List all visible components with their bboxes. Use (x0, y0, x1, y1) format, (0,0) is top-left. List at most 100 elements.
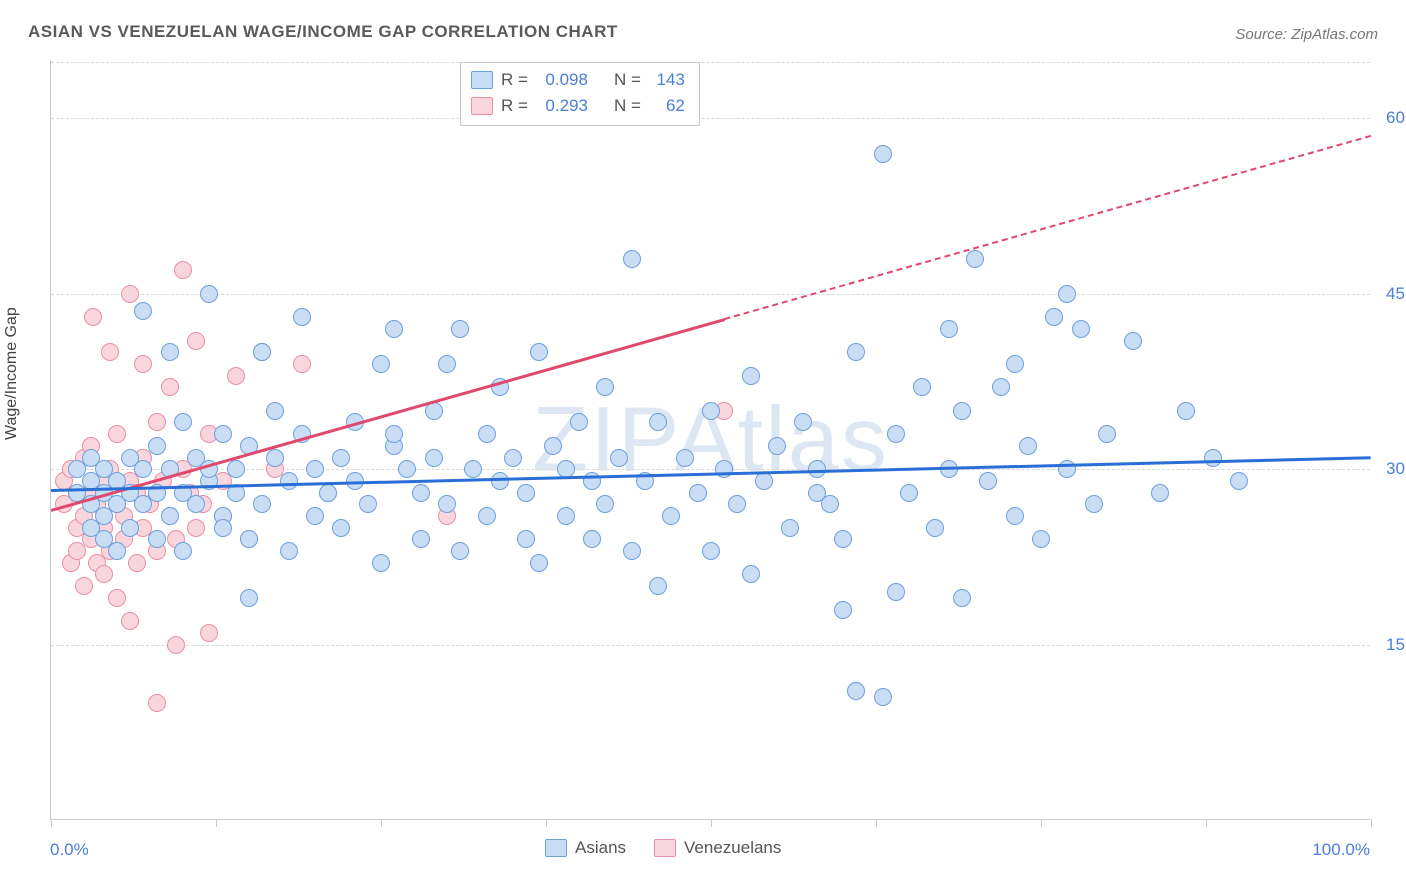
x-tick (876, 819, 877, 827)
scatter-point-asians (1045, 308, 1063, 326)
swatch-asians (545, 839, 567, 857)
scatter-point-asians (966, 250, 984, 268)
scatter-point-asians (1019, 437, 1037, 455)
scatter-point-asians (1006, 507, 1024, 525)
x-tick (546, 819, 547, 827)
scatter-point-venezuelans (84, 308, 102, 326)
scatter-point-asians (200, 285, 218, 303)
scatter-point-asians (992, 378, 1010, 396)
scatter-point-asians (596, 495, 614, 513)
x-tick (51, 819, 52, 827)
scatter-point-asians (280, 472, 298, 490)
scatter-point-asians (148, 437, 166, 455)
scatter-point-asians (1230, 472, 1248, 490)
scatter-point-asians (253, 495, 271, 513)
scatter-point-asians (953, 589, 971, 607)
n-label: N = (614, 96, 641, 116)
scatter-point-asians (926, 519, 944, 537)
legend-label-venezuelans: Venezuelans (684, 838, 781, 858)
scatter-point-asians (557, 507, 575, 525)
scatter-point-asians (1204, 449, 1222, 467)
grid-line (51, 645, 1370, 646)
n-value-venezuelans: 62 (649, 96, 685, 116)
scatter-point-asians (148, 530, 166, 548)
scatter-point-asians (372, 554, 390, 572)
scatter-point-asians (1006, 355, 1024, 373)
trend-line-asians (51, 458, 1371, 491)
chart-title: ASIAN VS VENEZUELAN WAGE/INCOME GAP CORR… (28, 22, 618, 42)
scatter-point-asians (689, 484, 707, 502)
scatter-point-asians (530, 554, 548, 572)
scatter-point-venezuelans (227, 367, 245, 385)
r-label: R = (501, 70, 528, 90)
y-tick-label: 30.0% (1376, 459, 1406, 479)
scatter-point-asians (874, 145, 892, 163)
scatter-point-asians (1177, 402, 1195, 420)
scatter-point-asians (306, 460, 324, 478)
scatter-point-asians (214, 519, 232, 537)
scatter-point-venezuelans (121, 612, 139, 630)
y-tick-label: 15.0% (1376, 635, 1406, 655)
x-tick (1206, 819, 1207, 827)
chart-source: Source: ZipAtlas.com (1235, 26, 1378, 43)
scatter-point-venezuelans (75, 577, 93, 595)
r-value-asians: 0.098 (536, 70, 588, 90)
correlation-legend: R = 0.098 N = 143 R = 0.293 N = 62 (460, 62, 700, 126)
scatter-point-asians (121, 519, 139, 537)
scatter-point-asians (1124, 332, 1142, 350)
legend-label-asians: Asians (575, 838, 626, 858)
r-value-venezuelans: 0.293 (536, 96, 588, 116)
scatter-point-asians (306, 507, 324, 525)
scatter-point-asians (504, 449, 522, 467)
scatter-point-asians (319, 484, 337, 502)
scatter-point-asians (1032, 530, 1050, 548)
scatter-point-asians (451, 542, 469, 560)
scatter-point-asians (161, 343, 179, 361)
scatter-point-asians (834, 601, 852, 619)
n-value-asians: 143 (649, 70, 685, 90)
scatter-point-venezuelans (161, 378, 179, 396)
correlation-row-asians: R = 0.098 N = 143 (471, 67, 685, 93)
scatter-point-asians (755, 472, 773, 490)
scatter-point-asians (293, 308, 311, 326)
scatter-point-asians (451, 320, 469, 338)
scatter-point-venezuelans (187, 332, 205, 350)
scatter-point-asians (187, 495, 205, 513)
scatter-point-asians (438, 495, 456, 513)
scatter-point-asians (174, 413, 192, 431)
scatter-point-asians (398, 460, 416, 478)
scatter-point-venezuelans (121, 285, 139, 303)
scatter-point-asians (1058, 285, 1076, 303)
scatter-point-asians (610, 449, 628, 467)
scatter-point-venezuelans (187, 519, 205, 537)
scatter-point-asians (794, 413, 812, 431)
grid-line (51, 62, 1370, 63)
scatter-point-asians (887, 425, 905, 443)
scatter-point-asians (478, 507, 496, 525)
scatter-point-asians (266, 402, 284, 420)
correlation-row-venezuelans: R = 0.293 N = 62 (471, 93, 685, 119)
scatter-point-venezuelans (108, 425, 126, 443)
x-tick (1371, 819, 1372, 827)
scatter-point-asians (544, 437, 562, 455)
scatter-point-asians (913, 378, 931, 396)
scatter-point-venezuelans (101, 343, 119, 361)
grid-line (51, 469, 1370, 470)
x-axis-min-label: 0.0% (50, 840, 89, 860)
scatter-point-venezuelans (200, 624, 218, 642)
scatter-point-asians (464, 460, 482, 478)
x-axis-max-label: 100.0% (1312, 840, 1370, 860)
scatter-point-asians (702, 542, 720, 560)
scatter-point-asians (583, 530, 601, 548)
scatter-point-asians (174, 542, 192, 560)
grid-line (51, 294, 1370, 295)
scatter-point-asians (425, 449, 443, 467)
scatter-point-asians (438, 355, 456, 373)
scatter-point-asians (491, 472, 509, 490)
scatter-point-asians (715, 460, 733, 478)
scatter-point-asians (900, 484, 918, 502)
source-prefix: Source: (1235, 26, 1291, 43)
scatter-point-asians (253, 343, 271, 361)
scatter-point-asians (702, 402, 720, 420)
scatter-point-asians (676, 449, 694, 467)
